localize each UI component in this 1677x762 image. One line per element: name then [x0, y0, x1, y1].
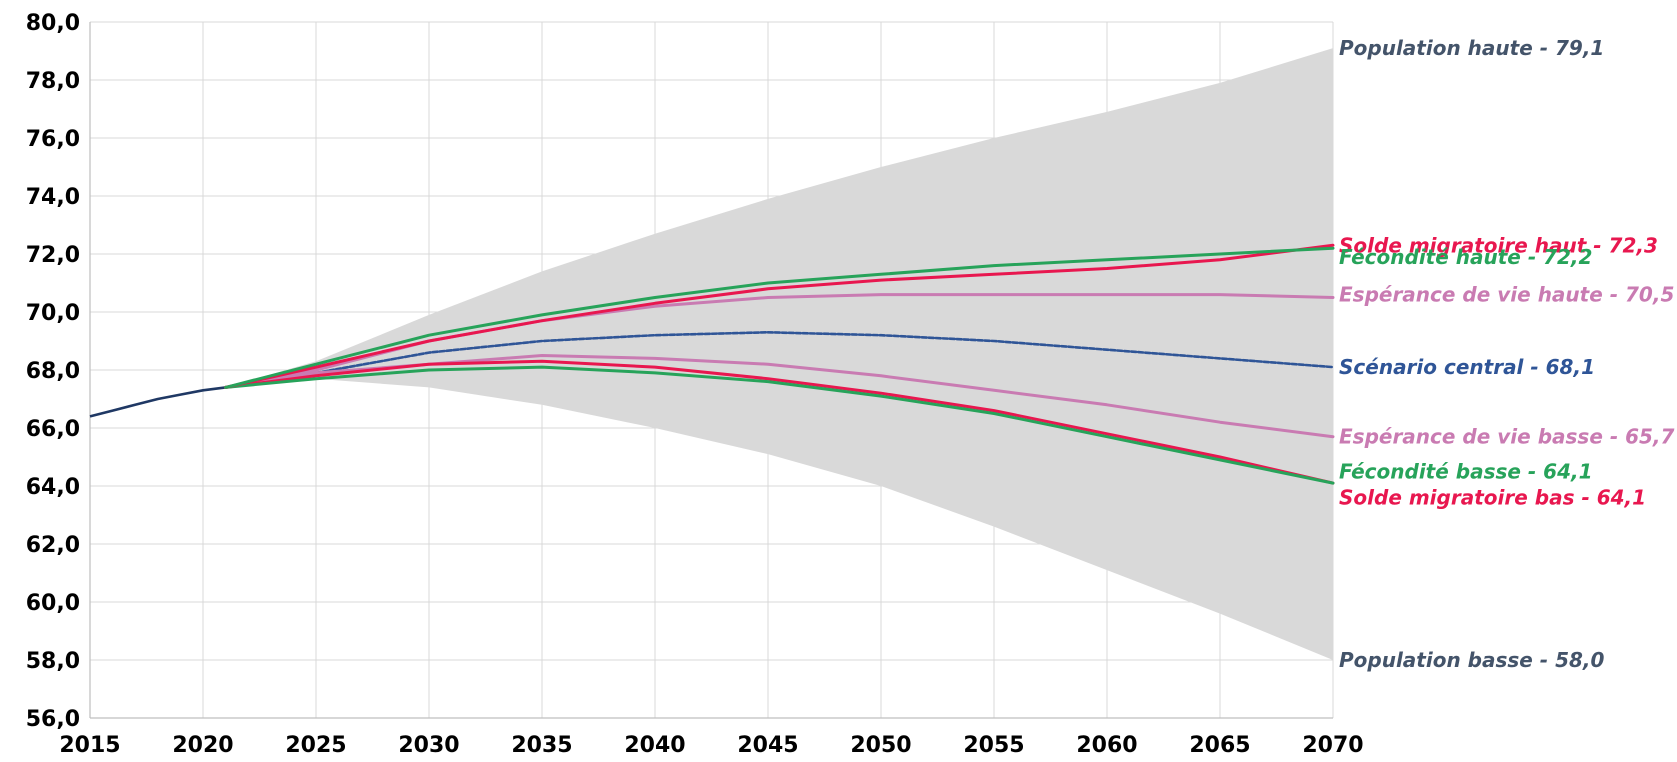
- y-tick-label: 68,0: [26, 359, 80, 384]
- y-tick-label: 76,0: [26, 127, 80, 152]
- x-tick-label: 2015: [59, 733, 120, 758]
- axes: [89, 22, 1333, 719]
- end-label-esperance-de-vie-haute-70-5: Espérance de vie haute - 70,5: [1339, 283, 1674, 307]
- y-tick-label: 56,0: [26, 707, 80, 732]
- y-tick-label: 66,0: [26, 417, 80, 442]
- series-line-fecondite-basse: [224, 365, 1335, 485]
- y-tick-label: 72,0: [26, 243, 80, 268]
- x-tick-label: 2030: [398, 733, 459, 758]
- y-axis-tick-labels: 56,0 58,0 60,0 62,0 64,0 66,0 68,0 70,0 72,0 74,0…: [26, 11, 80, 732]
- series-line-fecondite-haute: [224, 246, 1335, 389]
- population-range-band: [225, 48, 1334, 661]
- population-range-area: [225, 48, 1334, 661]
- y-tick-label: 60,0: [26, 591, 80, 616]
- x-tick-label: 2055: [963, 733, 1024, 758]
- x-tick-label: 2025: [285, 733, 346, 758]
- series-line-history: [89, 386, 226, 418]
- series-line-solde-migratoire-haut: [224, 243, 1335, 389]
- end-label-population-haute-79-1: Population haute - 79,1: [1339, 36, 1604, 60]
- end-label-solde-migratoire-haut-72-3: Solde migratoire haut - 72,3: [1339, 233, 1658, 257]
- x-tick-label: 2070: [1302, 733, 1363, 758]
- end-label-esperance-de-vie-basse-65-7: Espérance de vie basse - 65,7: [1339, 425, 1675, 449]
- y-tick-label: 64,0: [26, 475, 80, 500]
- x-tick-label: 2020: [172, 733, 233, 758]
- y-tick-label: 70,0: [26, 301, 80, 326]
- series-line-solde-migratoire-bas: [224, 359, 1335, 485]
- end-label-fecondite-basse-64-1: Fécondité basse - 64,1: [1339, 460, 1593, 484]
- x-tick-label: 2035: [511, 733, 572, 758]
- x-tick-label: 2060: [1076, 733, 1137, 758]
- y-tick-label: 62,0: [26, 533, 80, 558]
- y-tick-label: 80,0: [26, 11, 80, 36]
- end-label-population-basse-58-0: Population basse - 58,0: [1339, 648, 1605, 672]
- x-tick-label: 2040: [624, 733, 685, 758]
- x-tick-label: 2050: [850, 733, 911, 758]
- x-tick-label: 2065: [1189, 733, 1250, 758]
- series-line-scenario-central: [224, 331, 1335, 389]
- end-label-fecondite-haute-72-2: Fécondité haute - 72,2: [1339, 245, 1592, 269]
- series-lines: [89, 243, 1335, 485]
- end-label-solde-migratoire-bas-64-1: Solde migratoire bas - 64,1: [1339, 486, 1646, 510]
- series-end-labels: Population haute - 79,1 Solde migratoire …: [1339, 36, 1675, 672]
- x-tick-label: 2045: [737, 733, 798, 758]
- y-tick-label: 58,0: [26, 649, 80, 674]
- end-label-scenario-central-68-1: Scénario central - 68,1: [1339, 355, 1595, 379]
- y-tick-label: 74,0: [26, 185, 80, 210]
- y-tick-label: 78,0: [26, 69, 80, 94]
- x-axis-tick-labels: 2015 2020 2025 2030 2035 2040 2045 2050 2055 2060…: [59, 733, 1363, 758]
